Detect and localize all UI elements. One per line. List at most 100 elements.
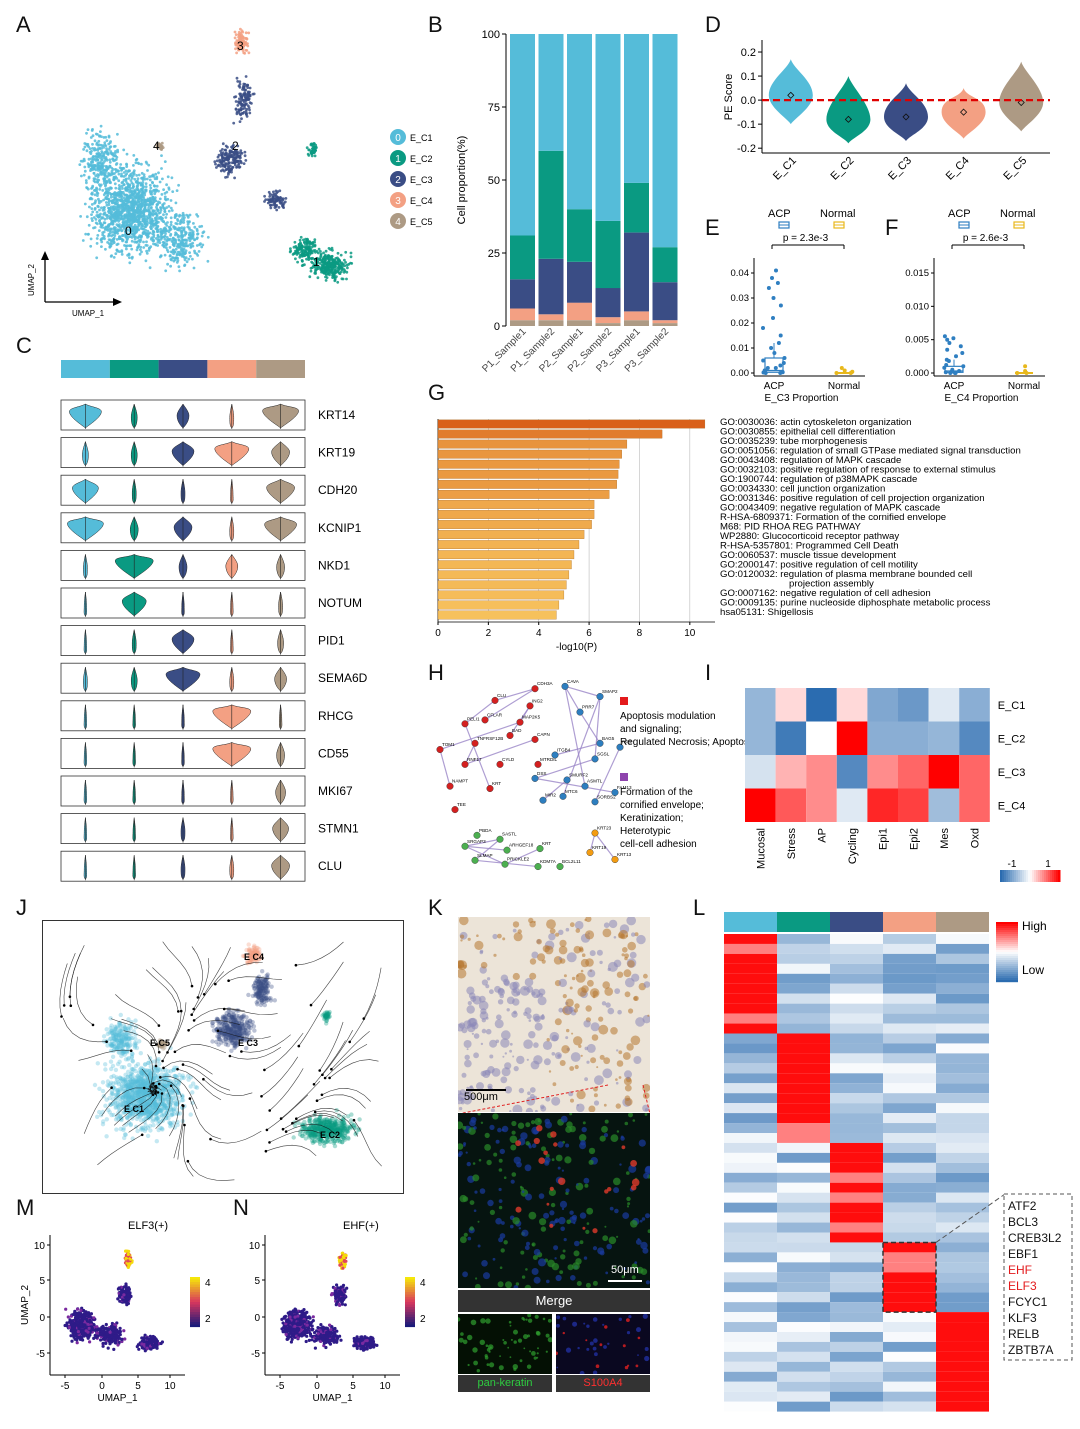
tf-heatmap-header xyxy=(830,912,883,932)
heatmap-i: E_C1 E_C2 E_C3 E_C4 Mucosal Stress AP Cycling Ep… xyxy=(745,688,1061,882)
go-bar xyxy=(437,570,570,580)
feature-xtick: -5 xyxy=(276,1381,285,1392)
network-node-label: DSS xyxy=(537,771,546,776)
network-node xyxy=(491,696,499,704)
network-node-label: PRR7 xyxy=(582,705,595,710)
feature-legend-low: 2 xyxy=(420,1314,426,1325)
go-bar xyxy=(437,439,628,449)
go-bar xyxy=(437,459,620,469)
tf-legend-high: High xyxy=(1022,919,1047,933)
tf-heatmap-cell xyxy=(777,1381,830,1392)
gene-label: KRT14 xyxy=(318,408,355,422)
tf-heatmap-header xyxy=(936,912,989,932)
tf-gene-label: CREB3L2 xyxy=(1008,1231,1062,1245)
umap-a-cluster-1: 1 xyxy=(313,255,320,269)
network-node xyxy=(563,776,571,784)
network-node xyxy=(531,685,539,693)
tf-heatmap-cell xyxy=(777,1341,830,1352)
tf-heatmap-cell xyxy=(883,1312,936,1323)
tf-heatmap-cell xyxy=(777,1391,830,1402)
tf-heatmap-cell xyxy=(936,1162,989,1173)
gene-label: SEMA6D xyxy=(318,671,368,685)
network-node xyxy=(481,716,489,724)
bar-segment xyxy=(595,34,621,221)
heatmap-row-label: E_C3 xyxy=(998,767,1026,779)
go-bar xyxy=(437,520,592,529)
tf-heatmap-cell xyxy=(883,1322,936,1332)
tf-heatmap-header xyxy=(777,912,830,932)
umap-a-legend-num: 2 xyxy=(395,175,401,186)
tf-heatmap-cell xyxy=(936,1341,989,1352)
network-node xyxy=(531,774,539,782)
network-node-label: TEE xyxy=(457,802,466,807)
tf-gene-label: RELB xyxy=(1008,1327,1039,1341)
network-legend-red-swatch xyxy=(620,697,628,705)
network-node xyxy=(591,829,599,837)
tf-heatmap-cell xyxy=(883,1272,936,1283)
scatter-ytick: 0.01 xyxy=(731,343,750,354)
heatmap-cell xyxy=(836,688,868,722)
channel-green-label: pan-keratin xyxy=(458,1375,552,1392)
cluster-color-header xyxy=(256,360,305,378)
go-xtick: 6 xyxy=(586,628,592,639)
tf-heatmap-cell xyxy=(724,1142,777,1153)
go-term-label: GO:0043409: negative regulation of MAPK … xyxy=(720,503,940,514)
scatter-point-acp xyxy=(778,363,783,368)
scatter-point-acp xyxy=(781,361,786,365)
tf-heatmap-cell xyxy=(936,1262,989,1273)
network-node xyxy=(471,739,479,747)
tf-heatmap-cell xyxy=(883,1252,936,1263)
scatter-e: ACP Normal p = 2.3e-3 0.00 0.01 0.02 0.03 0.04 A… xyxy=(731,208,865,404)
umap-a-legend: 0 E_C1 1 E_C2 2 E_C3 3 E_C4 4 E_C5 xyxy=(390,129,433,229)
tf-heatmap-cell xyxy=(936,1103,989,1114)
tf-heatmap-cell xyxy=(830,934,883,944)
feature-xtick: 0 xyxy=(314,1381,320,1392)
bar-segment xyxy=(624,34,649,183)
tf-heatmap-cell xyxy=(936,1361,989,1372)
pe-violin-median xyxy=(787,91,795,99)
violin-d-category: E_C2 xyxy=(829,155,857,183)
heatmap-cell xyxy=(806,755,837,789)
network-node-label: KRT19 xyxy=(592,845,607,850)
go-xtick: 2 xyxy=(486,628,492,639)
tf-heatmap-cell xyxy=(830,1302,883,1313)
scatter-legend-label: ACP xyxy=(948,208,971,220)
tf-heatmap-cell xyxy=(777,983,830,994)
tf-heatmap-cell xyxy=(936,943,989,954)
heatmap-cell xyxy=(928,755,960,789)
tf-heatmap-cell xyxy=(777,1123,830,1133)
tf-heatmap-cell xyxy=(830,1212,883,1223)
go-term-label: GO:0034330: cell junction organization xyxy=(720,484,885,495)
scatter-point-acp xyxy=(946,359,951,363)
tf-heatmap-cell xyxy=(883,1113,936,1124)
scatter-point-acp xyxy=(942,334,947,339)
tf-heatmap-cell xyxy=(936,1083,989,1094)
go-term-label: hsa05131: Shigellosis xyxy=(720,607,814,618)
umap-a-legend-num: 0 xyxy=(395,133,401,144)
tf-heatmap-cell xyxy=(830,1222,883,1233)
heatmap-cell xyxy=(806,721,837,755)
tf-heatmap-cell xyxy=(936,953,989,964)
scatter-pvalue: p = 2.6e-3 xyxy=(963,233,1009,244)
tf-heatmap-cell xyxy=(936,1113,989,1124)
velocity-label-e-c3: E C3 xyxy=(238,1038,258,1048)
heatmap-cell xyxy=(898,688,929,722)
network-node-label: CAPN xyxy=(537,732,550,737)
gene-label: RHCG xyxy=(318,709,353,723)
tf-heatmap-cell xyxy=(883,1401,936,1412)
gene-label: KRT19 xyxy=(318,446,355,460)
tf-heatmap-cell xyxy=(724,1192,777,1203)
tf-heatmap-cell xyxy=(724,953,777,964)
network-node xyxy=(539,796,547,804)
tf-heatmap-cell xyxy=(830,963,883,974)
feature-xlabel: UMAP_1 xyxy=(97,1393,137,1404)
tf-gene-label: EBF1 xyxy=(1008,1247,1038,1261)
network-node xyxy=(586,848,594,856)
bar-segment xyxy=(510,308,535,321)
tf-heatmap-cell xyxy=(936,983,989,994)
channel-red-label: S100A4 xyxy=(556,1375,650,1392)
heatmap-cell xyxy=(745,721,776,755)
feature-legend-low: 2 xyxy=(205,1314,211,1325)
pe-score-violin-d: -0.2 -0.1 0.0 0.1 0.2 PE Score E_C1 E_C2 E_C3 E_C… xyxy=(723,40,1050,183)
gene-label: STMN1 xyxy=(318,822,359,836)
